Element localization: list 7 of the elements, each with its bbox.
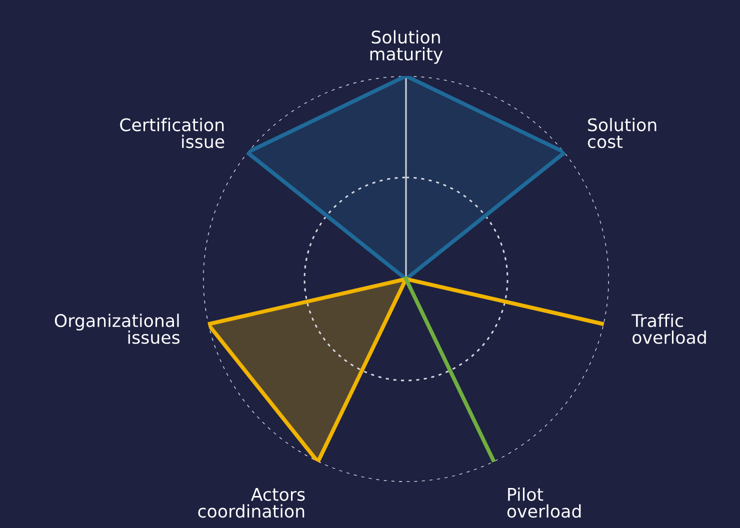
spoke-label: Certification issue	[120, 118, 224, 148]
spoke-label: Solution maturity	[370, 30, 443, 64]
spoke-label: Actors coordination	[198, 488, 305, 518]
spoke-label: Solution cost	[588, 118, 656, 148]
spoke-label: Traffic overload	[632, 314, 706, 344]
spoke-label: Organizational issues	[54, 314, 180, 344]
spoke-label: Pilot overload	[507, 488, 581, 518]
